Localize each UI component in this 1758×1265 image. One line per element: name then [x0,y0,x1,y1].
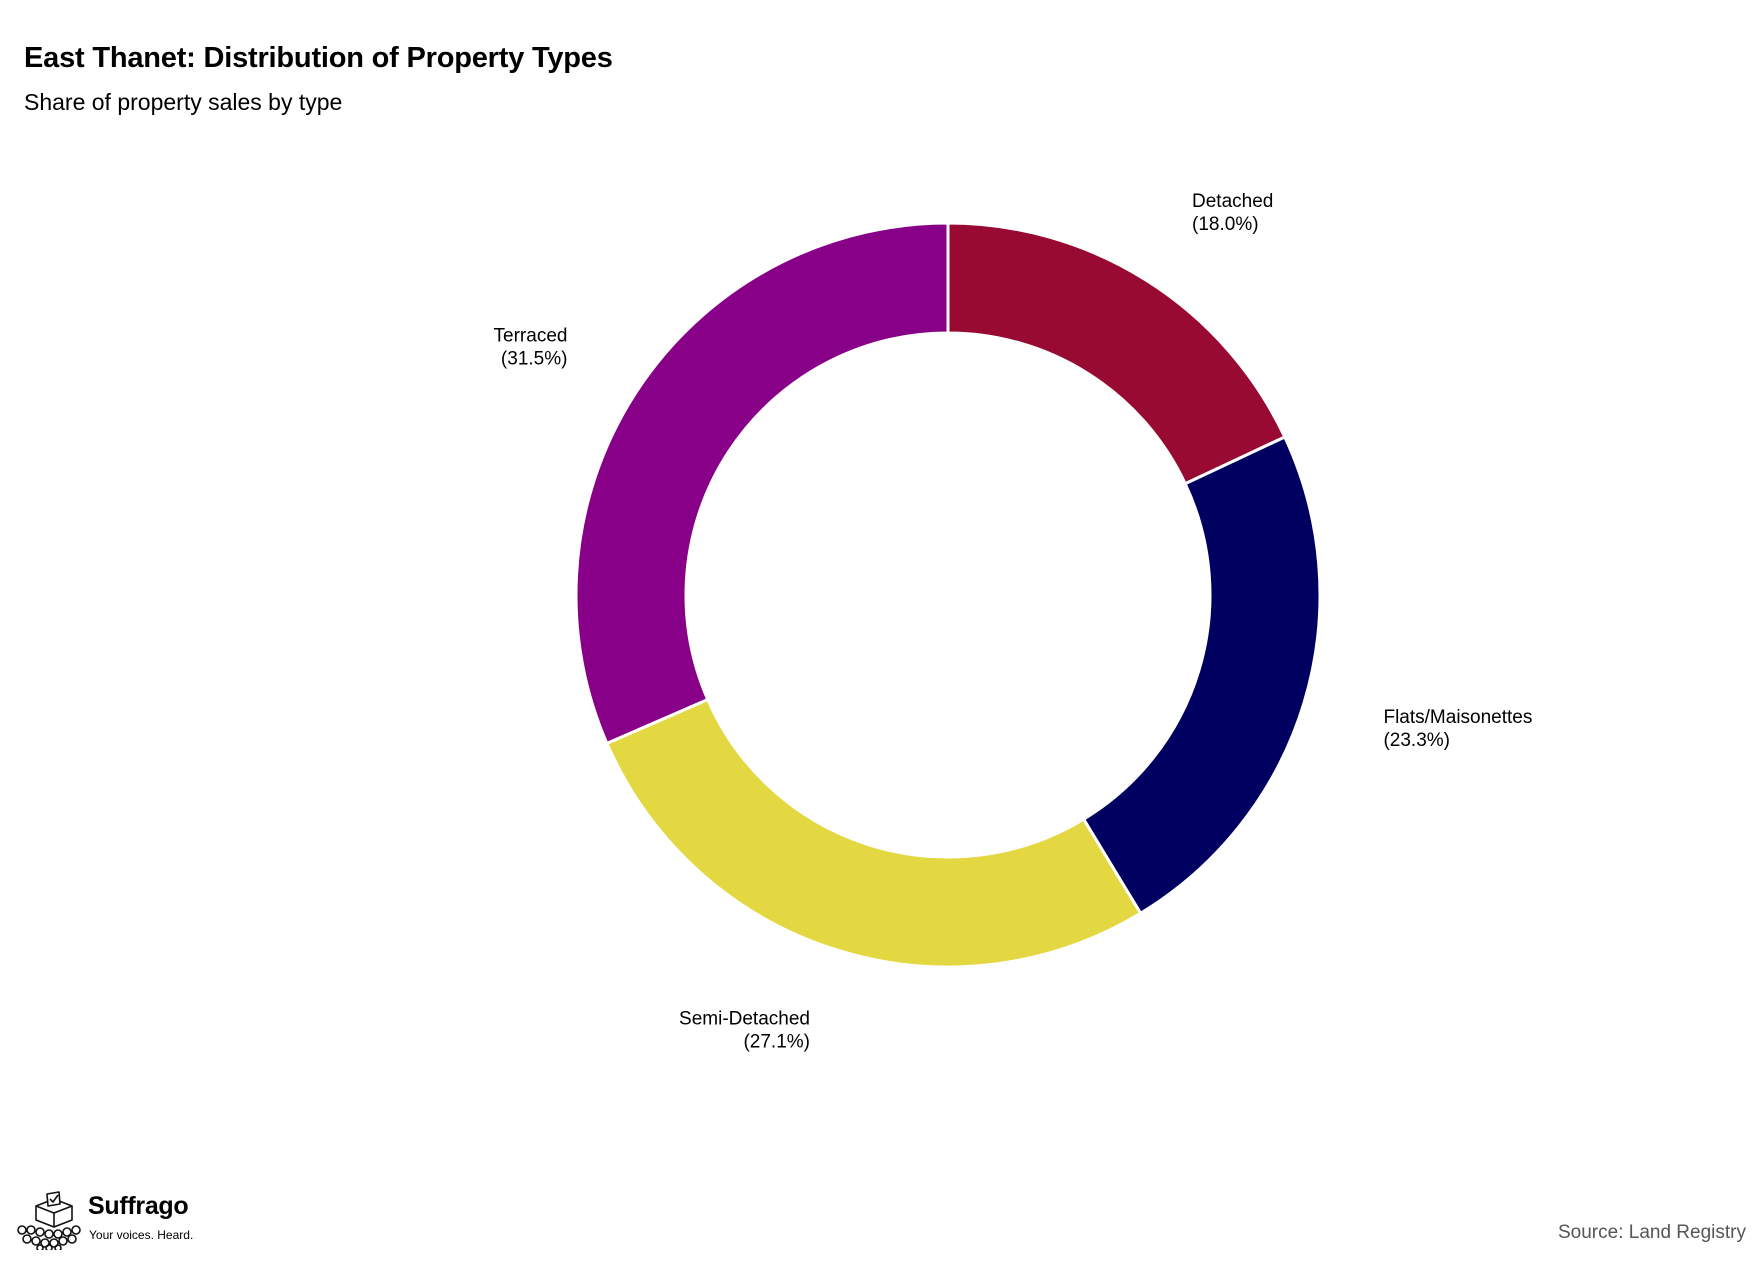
slice-label-flats-maisonettes: Flats/Maisonettes (23.3%) [1383,707,1532,751]
slice-detached [946,221,1287,486]
slice-labels: Detached (18.0%) Flats/Maisonettes (23.3%) S… [494,191,1533,1053]
slice-label-semi-detached: Semi-Detached (27.1%) [679,1009,810,1053]
brand-name: Suffrago [88,1192,189,1220]
donut-slices [574,221,1322,969]
brand-block: Suffrago Your voices. Heard. [14,1190,214,1250]
slice-semi-detached [604,697,1143,969]
brand-tagline: Your voices. Heard. [89,1228,194,1242]
source-note: Source: Land Registry [1558,1222,1746,1243]
ballot-box-crowd-icon [17,1191,81,1250]
chart-title: East Thanet: Distribution of Property Ty… [24,42,613,74]
chart-subtitle: Share of property sales by type [24,89,343,115]
slice-label-detached: Detached (18.0%) [1192,191,1273,235]
slice-label-terraced: Terraced (31.5%) [494,326,568,370]
slice-flats-maisonettes [1081,434,1322,916]
slice-terraced [574,221,950,746]
